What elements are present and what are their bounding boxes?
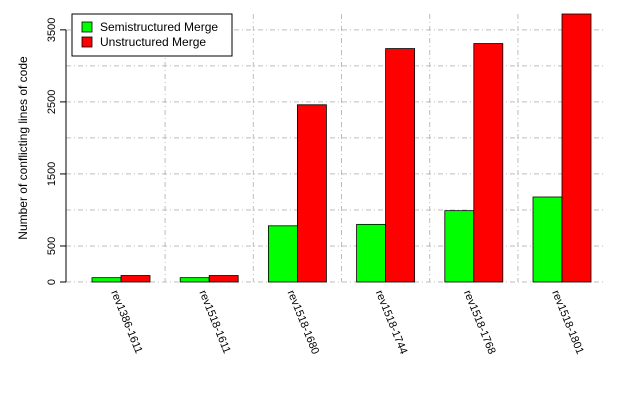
legend-box	[71, 13, 233, 57]
bar-unstructured	[120, 275, 151, 283]
legend-label: Semistructured Merge	[100, 20, 218, 34]
bars-layer	[91, 13, 592, 283]
legend-label: Unstructured Merge	[100, 35, 206, 49]
y-tick-label: 2500	[46, 90, 58, 114]
y-tick-label: 3500	[46, 18, 58, 42]
bar-semistructured	[179, 277, 210, 283]
x-tick-label: rev1518-1611	[196, 289, 232, 356]
bar-semistructured	[356, 223, 387, 283]
y-tick-label: 1500	[46, 162, 58, 186]
x-tick-label: rev1518-1768	[461, 289, 498, 356]
bar-unstructured	[208, 275, 239, 283]
bar-unstructured	[296, 104, 327, 283]
legend-swatch	[81, 36, 93, 48]
bar-unstructured	[561, 13, 592, 283]
grid-layer	[66, 14, 606, 283]
y-tick-label: 500	[46, 237, 58, 255]
bar-unstructured	[473, 43, 504, 283]
x-tick-label: rev1386-1611	[108, 289, 144, 356]
bar-semistructured	[267, 225, 298, 283]
x-tick-label: rev1518-1744	[373, 289, 410, 356]
y-tick-label: 0	[46, 279, 58, 285]
bar-semistructured	[91, 277, 122, 283]
x-tick-label: rev1518-1801	[549, 289, 586, 356]
bar-semistructured	[532, 196, 563, 283]
x-tick-label: rev1518-1680	[285, 289, 322, 356]
bar-unstructured	[385, 48, 416, 283]
bar-semistructured	[444, 210, 475, 283]
legend-swatch	[81, 21, 93, 33]
y-axis-label: Number of conflicting lines of code	[16, 56, 30, 240]
